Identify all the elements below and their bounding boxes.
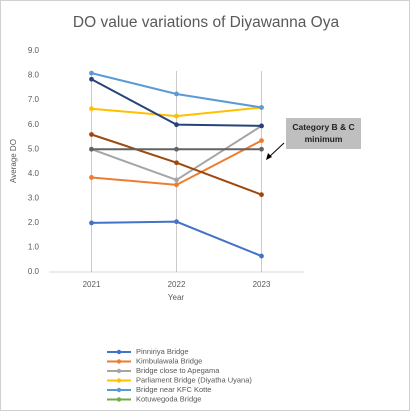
point [259, 192, 264, 198]
point [259, 146, 264, 152]
legend-label: Bridge close to Apegama [136, 366, 220, 375]
y-tick-label: 7.0 [28, 95, 40, 104]
y-tick-label: 6.0 [28, 120, 40, 129]
point [259, 138, 264, 144]
legend-marker [116, 368, 122, 374]
legend-marker [116, 387, 122, 393]
chart-title: DO value variations of Diyawanna Oya [73, 14, 340, 31]
y-tick-label: 0.0 [28, 267, 40, 276]
legend-label: Kotuwegoda Bridge [136, 394, 201, 403]
legend-label: Parliament Bridge (Diyatha Uyana) [136, 375, 252, 384]
point [89, 106, 94, 112]
annotation-arrow [267, 142, 285, 159]
point [259, 123, 264, 129]
point [89, 146, 94, 152]
y-tick-label: 5.0 [28, 144, 40, 153]
point [89, 220, 94, 226]
annotation-arrowhead [266, 153, 272, 160]
x-axis-label: Year [168, 293, 185, 302]
legend-marker [116, 397, 122, 402]
legend-marker [116, 349, 122, 355]
point [174, 122, 179, 128]
y-tick-label: 3.0 [28, 193, 40, 202]
y-tick-label: 2.0 [28, 218, 40, 227]
point [259, 105, 264, 110]
legend-marker [116, 359, 122, 364]
y-tick-label: 1.0 [28, 243, 40, 252]
point [89, 132, 94, 137]
point [89, 76, 94, 82]
legend-label: Pinniriya Bridge [136, 347, 189, 356]
point [174, 146, 179, 152]
x-tick-label: 2022 [168, 280, 186, 289]
y-axis-label: Average DO [9, 139, 18, 183]
y-tick-label: 4.0 [28, 169, 40, 178]
x-tick-label: 2023 [253, 280, 271, 289]
legend-marker [116, 378, 122, 383]
legend-label: Bridge near KFC Kotte [136, 385, 211, 394]
point [174, 177, 179, 183]
point [174, 91, 179, 97]
point [259, 253, 264, 259]
point [89, 70, 94, 76]
point [174, 160, 179, 166]
point [174, 182, 179, 188]
x-tick-label: 2021 [83, 280, 101, 289]
point [174, 219, 179, 225]
y-tick-label: 9.0 [28, 46, 40, 55]
y-tick-label: 8.0 [28, 71, 40, 80]
legend-label: Kimbulawala Bridge [136, 356, 202, 365]
point [89, 175, 94, 180]
point [174, 113, 179, 119]
annotation: Category B & C minimum [286, 118, 361, 149]
